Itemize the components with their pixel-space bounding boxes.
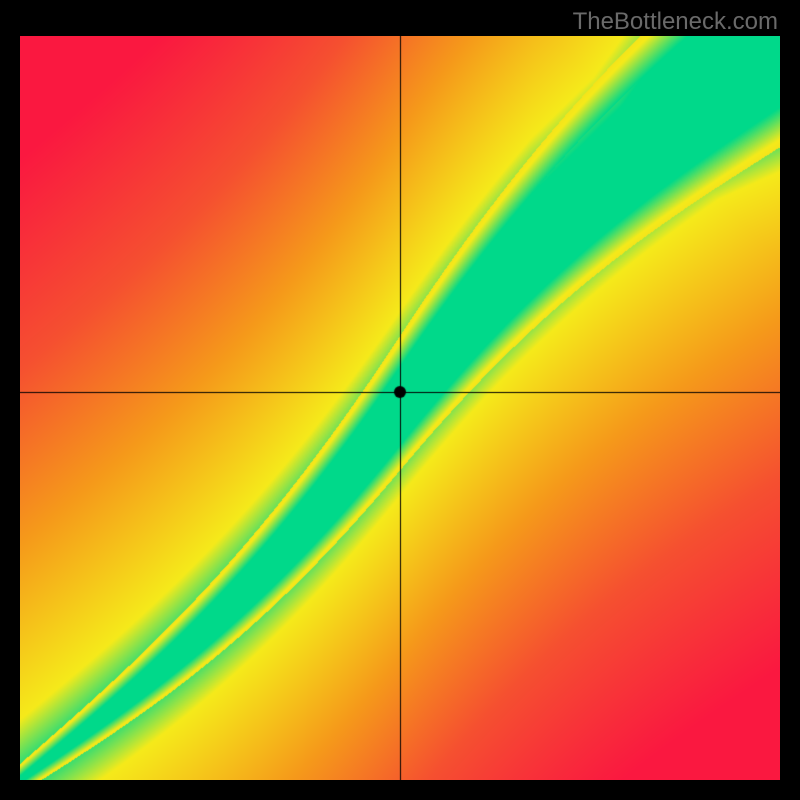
heatmap-plot <box>20 36 780 780</box>
watermark-text: TheBottleneck.com <box>573 8 778 36</box>
heatmap-canvas <box>20 36 780 780</box>
chart-container: TheBottleneck.com <box>0 0 800 800</box>
